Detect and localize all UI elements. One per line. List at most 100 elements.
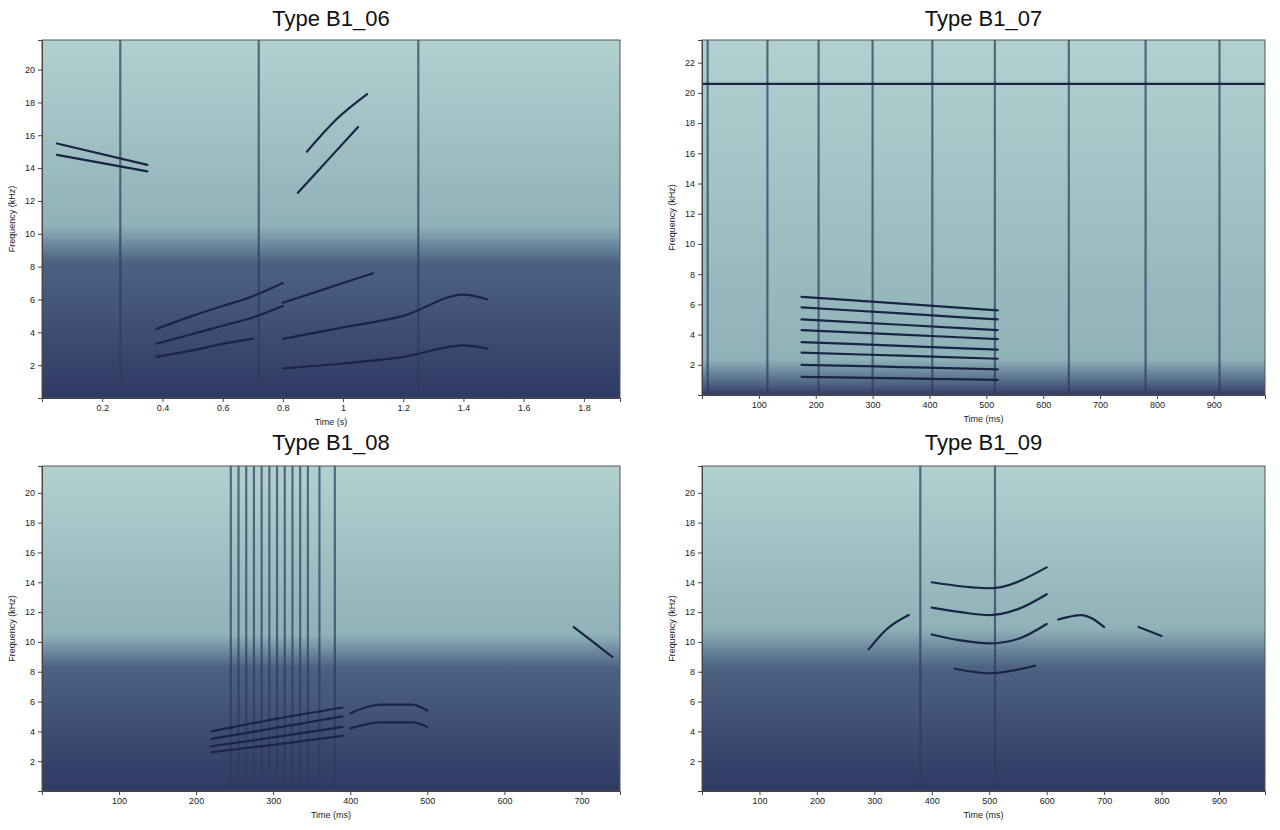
tick: 1 (341, 398, 346, 413)
tick-mark (698, 153, 702, 154)
tick-label: 20 (685, 88, 695, 98)
tick-label: 8 (690, 270, 695, 280)
contour (57, 143, 147, 164)
click (307, 466, 309, 791)
tick: 12 (685, 607, 702, 617)
click (872, 40, 874, 395)
click (230, 466, 232, 791)
tick-label: 400 (922, 400, 937, 410)
tick: 100 (752, 395, 767, 410)
tick-label: 12 (25, 607, 35, 617)
click (766, 40, 768, 395)
tick: 0.6 (217, 398, 230, 413)
tick-label: 10 (685, 637, 695, 647)
tick-mark (196, 791, 197, 795)
tick-label: 400 (925, 796, 940, 806)
tick: 8 (690, 270, 702, 280)
tick-mark (698, 63, 702, 64)
tick-label: 900 (1207, 400, 1222, 410)
tick-label: 100 (112, 796, 127, 806)
tick-mark (1100, 395, 1101, 399)
y-axis-title: Frequency (kHz) (7, 186, 17, 253)
tick-mark (1162, 791, 1163, 795)
contour (932, 624, 1047, 643)
tick-mark (38, 493, 42, 494)
contour (955, 666, 1035, 673)
tick: 14 (685, 578, 702, 588)
tick: 8 (690, 667, 702, 677)
tick-mark (817, 791, 818, 795)
tick: 10 (25, 637, 42, 647)
contour (802, 297, 998, 311)
axis-line (698, 41, 703, 396)
tick: 10 (25, 229, 42, 239)
tick-label: 1.8 (578, 403, 591, 413)
tick-label: 8 (690, 667, 695, 677)
tick-mark (698, 702, 702, 703)
tick-label: 14 (25, 578, 35, 588)
tick-mark (698, 582, 702, 583)
tick-label: 100 (752, 400, 767, 410)
click (707, 40, 709, 395)
tick: 100 (752, 791, 767, 806)
tick-label: 10 (685, 239, 695, 249)
tick: 2 (690, 757, 702, 767)
tick-mark (350, 791, 351, 795)
tick-label: 500 (982, 796, 997, 806)
contour (1058, 615, 1104, 627)
tick-mark (698, 93, 702, 94)
tick-mark (403, 398, 404, 402)
contour (156, 283, 282, 329)
tick-mark (38, 365, 42, 366)
tick: 2 (30, 757, 42, 767)
tick: 500 (420, 791, 435, 806)
panel-title: Type B1_08 (272, 430, 389, 455)
tick-mark (759, 791, 760, 795)
tick: 20 (685, 88, 702, 98)
tick-label: 6 (30, 697, 35, 707)
tick: 6 (30, 697, 42, 707)
tick-label: 2 (30, 361, 35, 371)
tick-label: 300 (867, 796, 882, 806)
contour (802, 365, 998, 370)
y-axis-title: Frequency (kHz) (667, 184, 677, 251)
tick-mark (119, 791, 120, 795)
tick: 2 (690, 360, 702, 370)
contour (932, 594, 1047, 615)
tick-mark (38, 135, 42, 136)
tick: 800 (1155, 791, 1170, 806)
tick-label: 0.2 (96, 403, 109, 413)
tick-label: 0.8 (277, 403, 290, 413)
x-axis: 100200300400500600700800900 (703, 395, 1266, 410)
tick-mark (38, 761, 42, 762)
tick-mark (698, 335, 702, 336)
contour (869, 615, 909, 649)
tick: 10 (685, 637, 702, 647)
panel: 1002003004005006007008009002468101214161… (667, 40, 1266, 424)
tick: 1.2 (397, 398, 410, 413)
axis-line (698, 467, 703, 792)
tick: 4 (690, 727, 702, 737)
tick-label: 20 (685, 488, 695, 498)
tick-mark (38, 332, 42, 333)
tick-label: 1.6 (518, 403, 531, 413)
tick-mark (38, 523, 42, 524)
tick-label: 4 (30, 328, 35, 338)
tick-mark (38, 234, 42, 235)
tick-mark (698, 274, 702, 275)
contour (802, 377, 998, 380)
tick: 400 (925, 791, 940, 806)
tick-label: 700 (1097, 796, 1112, 806)
tick: 600 (497, 791, 512, 806)
tick-mark (986, 395, 987, 399)
tick: 18 (685, 118, 702, 128)
tick-label: 4 (30, 727, 35, 737)
tick-mark (38, 612, 42, 613)
tick-mark (698, 244, 702, 245)
tick-label: 10 (25, 229, 35, 239)
axis-line (43, 792, 621, 796)
tick: 0.4 (157, 398, 170, 413)
tick-mark (1219, 791, 1220, 795)
tick-mark (698, 493, 702, 494)
tick-label: 0.4 (157, 403, 170, 413)
